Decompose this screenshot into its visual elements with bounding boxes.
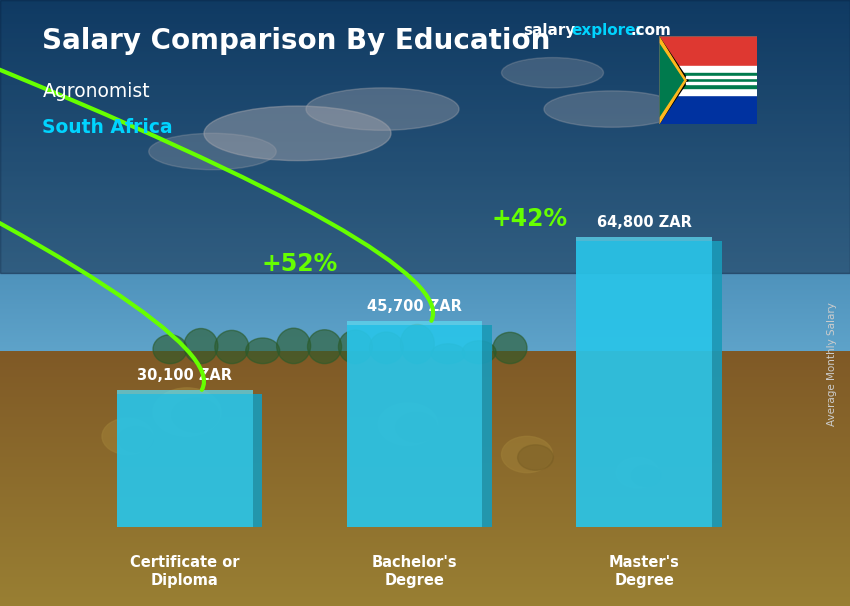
Bar — [347, 325, 483, 527]
Polygon shape — [659, 36, 686, 124]
Text: Agronomist: Agronomist — [42, 82, 150, 101]
Bar — [686, 82, 756, 84]
Ellipse shape — [308, 324, 342, 364]
Bar — [347, 321, 483, 325]
Text: Master's
Degree: Master's Degree — [609, 555, 680, 588]
Ellipse shape — [370, 341, 404, 364]
Ellipse shape — [400, 339, 434, 364]
Text: Salary Comparison By Education: Salary Comparison By Education — [42, 27, 551, 55]
Circle shape — [502, 436, 552, 473]
Text: 30,100 ZAR: 30,100 ZAR — [138, 368, 232, 383]
Text: Bachelor's
Degree: Bachelor's Degree — [371, 555, 457, 588]
Bar — [659, 73, 756, 88]
Bar — [117, 390, 252, 394]
Circle shape — [153, 388, 221, 436]
Bar — [483, 325, 492, 527]
Ellipse shape — [246, 335, 280, 364]
Bar — [252, 394, 262, 527]
Circle shape — [616, 458, 659, 488]
Text: Average Monthly Salary: Average Monthly Salary — [827, 302, 837, 425]
Ellipse shape — [338, 324, 372, 364]
Ellipse shape — [276, 341, 310, 364]
Text: South Africa: South Africa — [42, 118, 173, 137]
Text: explorer: explorer — [571, 23, 643, 38]
Bar — [659, 95, 756, 124]
Ellipse shape — [544, 91, 680, 127]
Text: +52%: +52% — [262, 252, 337, 276]
Polygon shape — [659, 44, 683, 117]
Bar — [659, 36, 756, 65]
Polygon shape — [659, 36, 688, 124]
Bar — [576, 241, 712, 527]
Ellipse shape — [215, 342, 249, 364]
Bar — [117, 394, 252, 527]
Circle shape — [631, 465, 661, 486]
Ellipse shape — [153, 328, 187, 364]
Ellipse shape — [306, 88, 459, 130]
Text: 45,700 ZAR: 45,700 ZAR — [367, 299, 462, 314]
Ellipse shape — [462, 328, 496, 364]
Circle shape — [395, 412, 437, 442]
Text: Certificate or
Diploma: Certificate or Diploma — [130, 555, 240, 588]
Circle shape — [172, 398, 219, 432]
Bar — [0, 0, 850, 273]
Ellipse shape — [204, 106, 391, 161]
Bar — [659, 65, 756, 95]
Text: +42%: +42% — [491, 207, 568, 231]
Ellipse shape — [149, 133, 276, 170]
Bar — [712, 241, 722, 527]
Ellipse shape — [431, 330, 465, 364]
Circle shape — [378, 403, 438, 445]
Bar — [686, 76, 756, 78]
Ellipse shape — [493, 326, 527, 364]
Bar — [576, 237, 712, 241]
Circle shape — [102, 418, 153, 454]
Text: 64,800 ZAR: 64,800 ZAR — [597, 215, 692, 230]
Ellipse shape — [184, 322, 218, 364]
Circle shape — [118, 427, 154, 452]
Text: .com: .com — [631, 23, 672, 38]
Ellipse shape — [502, 58, 604, 88]
Text: salary: salary — [523, 23, 575, 38]
Circle shape — [518, 445, 553, 470]
